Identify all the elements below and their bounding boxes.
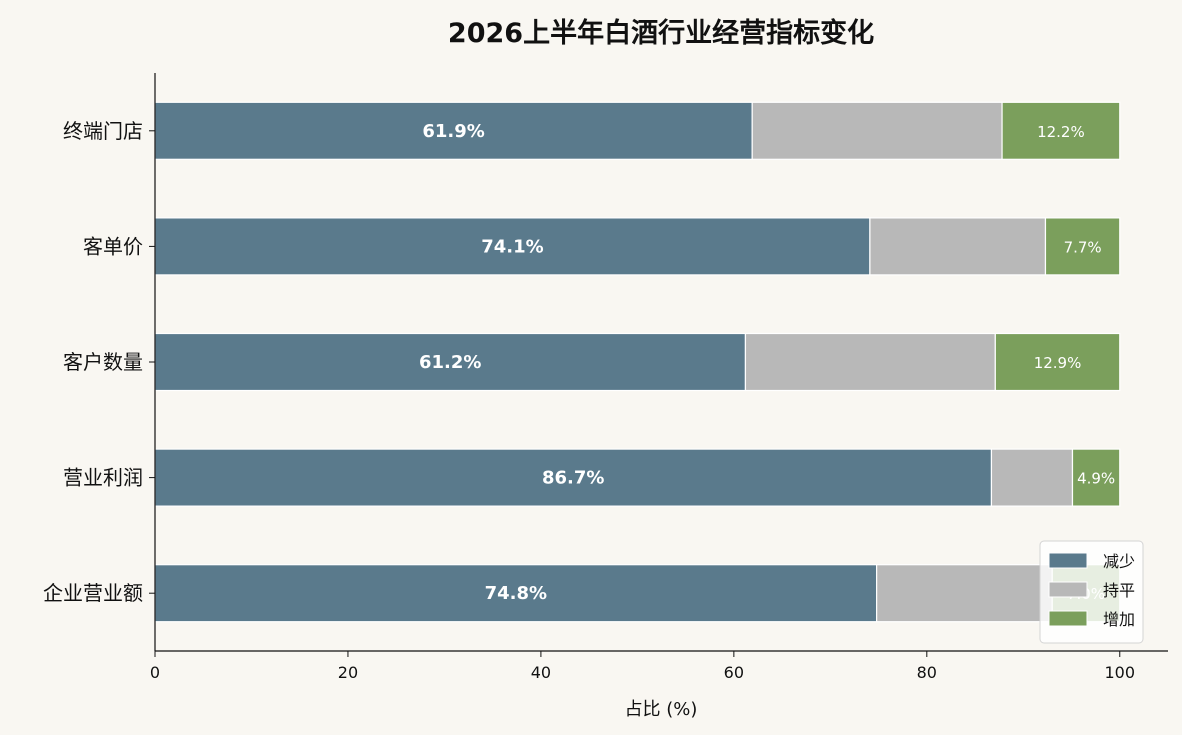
bar-2-series-3 (1044, 217, 1121, 276)
bar-label-3-series-1: 61.2% (419, 352, 481, 373)
bar-4-series-1 (154, 448, 993, 507)
legend-swatch-3 (1048, 610, 1088, 627)
bar-1-series-3 (1001, 101, 1121, 160)
bar-4-series-3 (1071, 448, 1121, 507)
category-label-3: 客户数量 (63, 350, 143, 374)
legend-label-3: 增加 (1103, 610, 1135, 629)
category-label-2: 客单价 (83, 234, 143, 258)
bar-label-4-series-3: 4.9% (1077, 470, 1115, 488)
bar-1-series-2 (751, 101, 1003, 160)
bars-layer: 61.9% 12.2% 74.1% 7.7% 61.2% 12.9% 86.7% 4.9% 74… (154, 101, 1121, 623)
bar-3-series-1 (154, 332, 747, 392)
category-label-4: 营业利润 (63, 466, 143, 490)
x-tick-label-1: 0 (150, 663, 160, 682)
bar-label-2-series-3: 7.7% (1064, 238, 1102, 256)
legend-label-2: 持平 (1103, 581, 1135, 600)
bar-4-series-2 (990, 448, 1074, 507)
bar-label-1-series-3: 12.2% (1037, 123, 1085, 141)
bar-3-series-2 (744, 332, 996, 392)
legend-swatch-1 (1048, 552, 1088, 569)
bar-label-5-series-1: 74.8% (485, 583, 547, 604)
bar-label-2-series-1: 74.1% (481, 236, 543, 257)
bar-2-series-1 (154, 217, 871, 276)
chart-title: 2026上半年白酒行业经营指标变化 (448, 17, 874, 49)
legend-label-1: 减少 (1103, 552, 1135, 571)
bar-2-series-2 (869, 217, 1047, 276)
bar-1-series-1 (154, 101, 753, 160)
x-tick-label-4: 60 (724, 663, 744, 682)
category-label-5: 企业营业额 (43, 581, 143, 605)
bar-label-3-series-3: 12.9% (1034, 354, 1082, 372)
x-tick-label-2: 20 (338, 663, 358, 682)
category-label-1: 终端门店 (63, 119, 143, 143)
x-tick-label-5: 80 (917, 663, 937, 682)
x-axis-title: 占比 (%) (625, 699, 698, 720)
bar-3-series-3 (994, 332, 1121, 392)
x-tick-label-6: 100 (1104, 663, 1135, 682)
legend-swatch-2 (1048, 581, 1088, 598)
bar-5-series-2 (876, 564, 1053, 623)
bar-label-4-series-1: 86.7% (542, 468, 604, 489)
bar-label-1-series-1: 61.9% (422, 121, 484, 142)
x-tick-label-3: 40 (531, 663, 551, 682)
